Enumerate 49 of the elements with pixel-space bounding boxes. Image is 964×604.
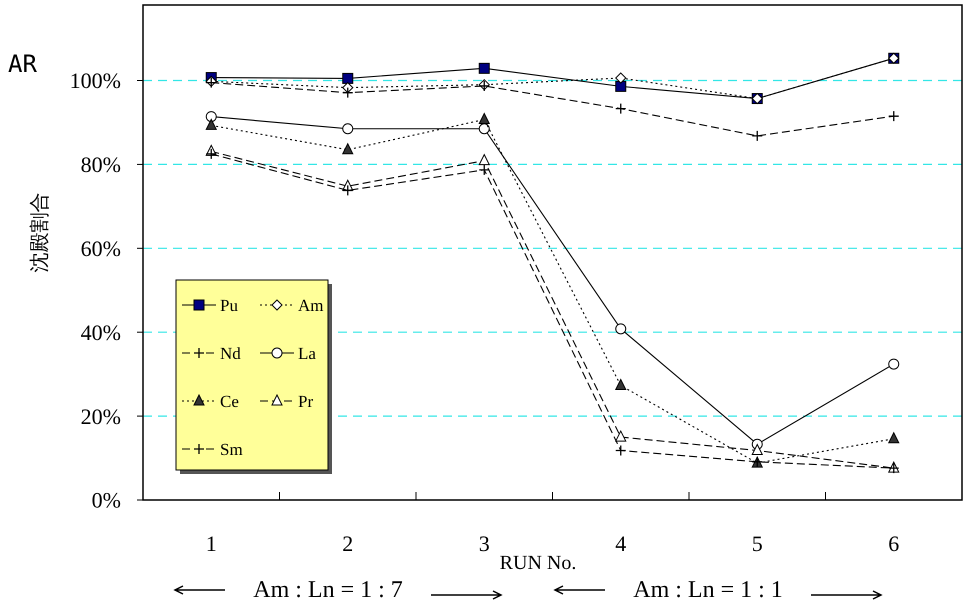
- y-axis-title: 沈殿割合: [27, 192, 51, 272]
- legend-label: Am: [298, 296, 324, 315]
- x-axis-title: RUN No.: [500, 552, 576, 574]
- legend-label: Pu: [220, 296, 238, 315]
- point: [615, 72, 626, 84]
- x-tick-label: 4: [615, 531, 626, 556]
- y-tick-label: 100%: [70, 68, 121, 94]
- x-tick-label: 5: [752, 531, 763, 556]
- point: [615, 378, 626, 390]
- point: [615, 323, 626, 334]
- legend-label: Ce: [220, 392, 239, 411]
- y-tick-label: 40%: [80, 320, 121, 345]
- point: [752, 130, 763, 142]
- text: AR: [8, 50, 38, 78]
- point: [615, 430, 626, 442]
- legend-label: Nd: [220, 344, 242, 363]
- y-tick-label: 80%: [80, 152, 121, 178]
- point: [342, 87, 354, 98]
- point: [615, 102, 626, 114]
- point: [615, 80, 626, 92]
- point: [342, 184, 354, 196]
- point: [615, 444, 626, 456]
- text: Am : Ln = 1 : 7: [253, 577, 403, 603]
- point: [206, 148, 217, 160]
- text: Am : Ln = 1 : 1: [633, 577, 783, 603]
- x-tick-label: 6: [888, 531, 900, 556]
- point: [478, 164, 490, 176]
- legend-label: Sm: [220, 440, 243, 459]
- x-tick-label: 3: [478, 531, 490, 556]
- point: [752, 444, 763, 455]
- point: [888, 358, 900, 370]
- x-tick-label: 2: [342, 531, 354, 556]
- point: [888, 432, 900, 444]
- x-tick-label: 1: [206, 531, 217, 556]
- point: [206, 118, 217, 130]
- point: [478, 62, 490, 74]
- point: [206, 111, 217, 122]
- point: [478, 123, 490, 134]
- y-tick-label: 20%: [80, 404, 121, 429]
- point: [478, 154, 490, 166]
- y-tick-label: 60%: [80, 236, 121, 262]
- point: [342, 72, 354, 84]
- point: [478, 113, 490, 124]
- point: [342, 123, 354, 134]
- y-tick-label: 0%: [92, 488, 121, 513]
- point: [888, 110, 900, 122]
- point: [342, 143, 354, 154]
- legend-label: Pr: [298, 392, 314, 411]
- legend-label: La: [298, 344, 316, 363]
